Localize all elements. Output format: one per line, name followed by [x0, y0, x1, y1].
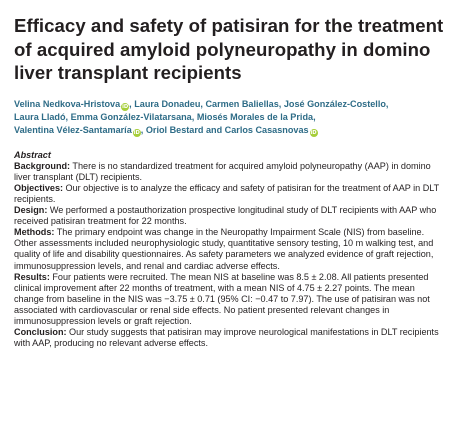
abstract-section: Background: There is no standardized tre…: [14, 161, 444, 183]
author-separator: ,: [191, 111, 197, 122]
author-name-text: Miosés Morales de la Prida: [196, 111, 314, 122]
orcid-icon[interactable]: iD: [309, 128, 318, 137]
abstract-section-text: We performed a postauthorization prospec…: [14, 205, 437, 227]
abstract-section-text: Four patients were recruited. The mean N…: [14, 271, 430, 326]
author-name[interactable]: José González-Costello: [284, 99, 386, 109]
article-page: Efficacy and safety of patisiran for the…: [14, 14, 444, 349]
author-separator: ,: [385, 98, 389, 109]
abstract-body: Background: There is no standardized tre…: [14, 161, 444, 349]
author-name[interactable]: Carmen Baliellas: [205, 99, 278, 109]
abstract-section-label: Results:: [14, 271, 50, 282]
abstract-section-label: Design:: [14, 205, 48, 216]
author-separator: ,: [140, 124, 146, 135]
abstract-section-label: Background:: [14, 161, 71, 172]
author-separator: ,: [200, 98, 206, 109]
author-separator: ,: [313, 111, 316, 122]
author-name-text: Carmen Baliellas: [205, 98, 279, 109]
author-separator: ,: [129, 98, 135, 109]
author-name[interactable]: Emma González-Vilatarsana: [71, 112, 192, 122]
author-name-text: Velina Nedkova-Hristova: [14, 98, 121, 109]
author-name-text: Valentina Vélez-Santamaría: [14, 124, 132, 135]
abstract-section: Conclusion: Our study suggests that pati…: [14, 327, 444, 349]
author-name[interactable]: Laura Donadeu: [134, 99, 200, 109]
author-separator: ,: [278, 98, 284, 109]
orcid-icon[interactable]: iD: [121, 102, 130, 111]
author-name-text: Laura Donadeu: [134, 98, 201, 109]
abstract-section-text: Our objective is to analyze the efficacy…: [14, 183, 440, 205]
author-name[interactable]: Velina Nedkova-Hristova iD: [14, 98, 130, 111]
abstract-section-text: Our study suggests that patisiran may im…: [14, 326, 439, 348]
author-separator: ,: [65, 111, 71, 122]
abstract-section-label: Methods:: [14, 227, 55, 238]
abstract-section-label: Objectives:: [14, 183, 64, 194]
author-name-text: Laura Lladó: [14, 111, 66, 122]
abstract-section-label: Conclusion:: [14, 326, 67, 337]
abstract-section: Design: We performed a postauthorization…: [14, 205, 444, 227]
author-name-text: Emma González-Vilatarsana: [70, 111, 192, 122]
abstract-section: Results: Four patients were recruited. T…: [14, 272, 444, 327]
abstract-section: Methods: The primary endpoint was change…: [14, 227, 444, 271]
author-name[interactable]: Miosés Morales de la Prida: [197, 112, 313, 122]
author-name-text: José González-Costello: [283, 98, 386, 109]
article-title: Efficacy and safety of patisiran for the…: [14, 15, 444, 83]
orcid-icon[interactable]: iD: [132, 128, 141, 137]
author-name[interactable]: Oriol Bestard and Carlos Casasnovas iD: [145, 124, 318, 137]
abstract-heading: Abstract: [14, 150, 51, 161]
author-name-text: Oriol Bestard and Carlos Casasnovas: [145, 124, 309, 135]
author-name[interactable]: Valentina Vélez-Santamaría iD: [14, 124, 141, 137]
abstract-section: Objectives: Our objective is to analyze …: [14, 183, 444, 205]
abstract-section-text: The primary endpoint was change in the N…: [14, 227, 434, 271]
author-name[interactable]: Laura Lladó: [14, 112, 66, 122]
abstract-section-text: There is no standardized treatment for a…: [14, 161, 431, 183]
author-list: Velina Nedkova-Hristova iD, Laura Donadeu…: [14, 98, 444, 138]
